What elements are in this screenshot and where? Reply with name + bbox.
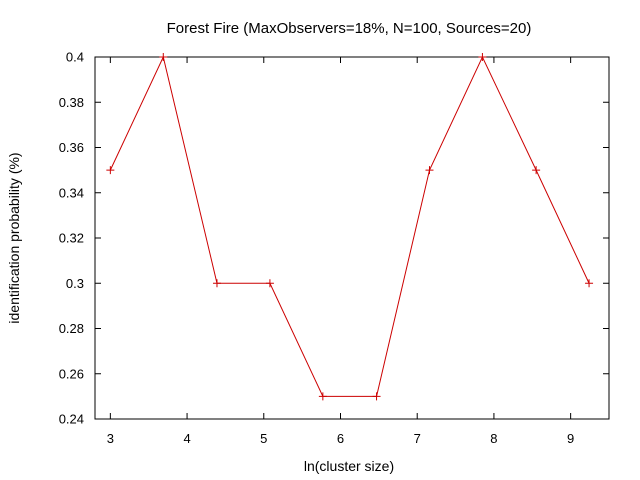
y-tick-label: 0.28 <box>59 321 84 336</box>
x-tick-label: 6 <box>337 431 344 446</box>
x-tick-label: 7 <box>414 431 421 446</box>
data-point-plus-marker <box>265 279 274 288</box>
y-tick-label: 0.24 <box>59 412 84 427</box>
data-point-plus-marker <box>318 392 327 401</box>
data-point-plus-marker <box>478 53 487 61</box>
y-axis-ticks: 0.24 0.26 0.28 0.3 0.32 0.34 0.36 0.38 0.4 <box>59 50 609 427</box>
data-point-plus-marker <box>159 53 168 61</box>
y-tick-label: 0.3 <box>66 276 84 291</box>
data-point-plus-marker <box>425 166 434 175</box>
series-layer <box>106 53 594 401</box>
data-point-plus-marker <box>106 166 115 175</box>
y-tick-label: 0.38 <box>59 95 84 110</box>
chart-title: Forest Fire (MaxObservers=18%, N=100, So… <box>167 20 532 37</box>
x-tick-label: 3 <box>107 431 114 446</box>
plot-frame <box>94 56 610 420</box>
x-axis-ticks: 3 4 5 6 7 8 9 <box>107 57 574 446</box>
y-tick-label: 0.36 <box>59 140 84 155</box>
x-axis-label: ln(cluster size) <box>304 458 394 474</box>
data-point-plus-marker <box>372 392 381 401</box>
y-tick-label: 0.4 <box>66 50 84 65</box>
data-point-plus-marker <box>532 166 541 175</box>
x-tick-label: 5 <box>260 431 267 446</box>
y-tick-label: 0.32 <box>59 231 84 246</box>
x-tick-label: 4 <box>183 431 190 446</box>
series-line <box>109 55 590 397</box>
data-point-plus-marker <box>585 279 594 288</box>
y-tick-label: 0.26 <box>59 366 84 381</box>
x-tick-label: 8 <box>490 431 497 446</box>
y-axis-label: identification probability (%) <box>6 152 22 323</box>
y-tick-label: 0.34 <box>59 185 84 200</box>
x-tick-label: 9 <box>567 431 574 446</box>
data-point-plus-marker <box>212 279 221 288</box>
